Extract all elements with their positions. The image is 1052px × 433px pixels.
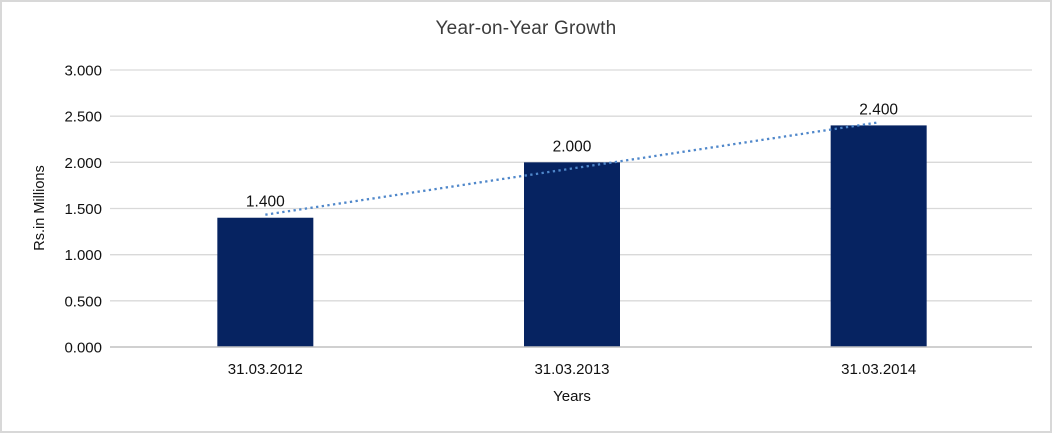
y-tick-label: 2.500 — [64, 109, 102, 126]
y-tick-label: 3.000 — [64, 63, 102, 80]
bar — [524, 162, 620, 347]
y-tick-label: 0.000 — [64, 340, 102, 357]
data-label: 2.000 — [553, 138, 592, 155]
y-tick-label: 2.000 — [64, 155, 102, 172]
data-label: 1.400 — [246, 194, 285, 211]
x-tick-label: 31.03.2014 — [841, 361, 916, 378]
bar — [830, 125, 927, 348]
x-axis-title: Years — [553, 388, 591, 405]
chart-title: Year-on-Year Growth — [435, 18, 617, 39]
trendline — [265, 121, 879, 216]
y-tick-label: 1.500 — [64, 201, 102, 218]
x-tick-label: 31.03.2013 — [534, 361, 609, 378]
y-tick-label: 0.500 — [64, 293, 102, 310]
x-tick-label: 31.03.2012 — [228, 361, 303, 378]
data-label: 2.400 — [859, 101, 898, 118]
bar — [217, 217, 314, 347]
y-tick-label: 1.000 — [64, 247, 102, 264]
